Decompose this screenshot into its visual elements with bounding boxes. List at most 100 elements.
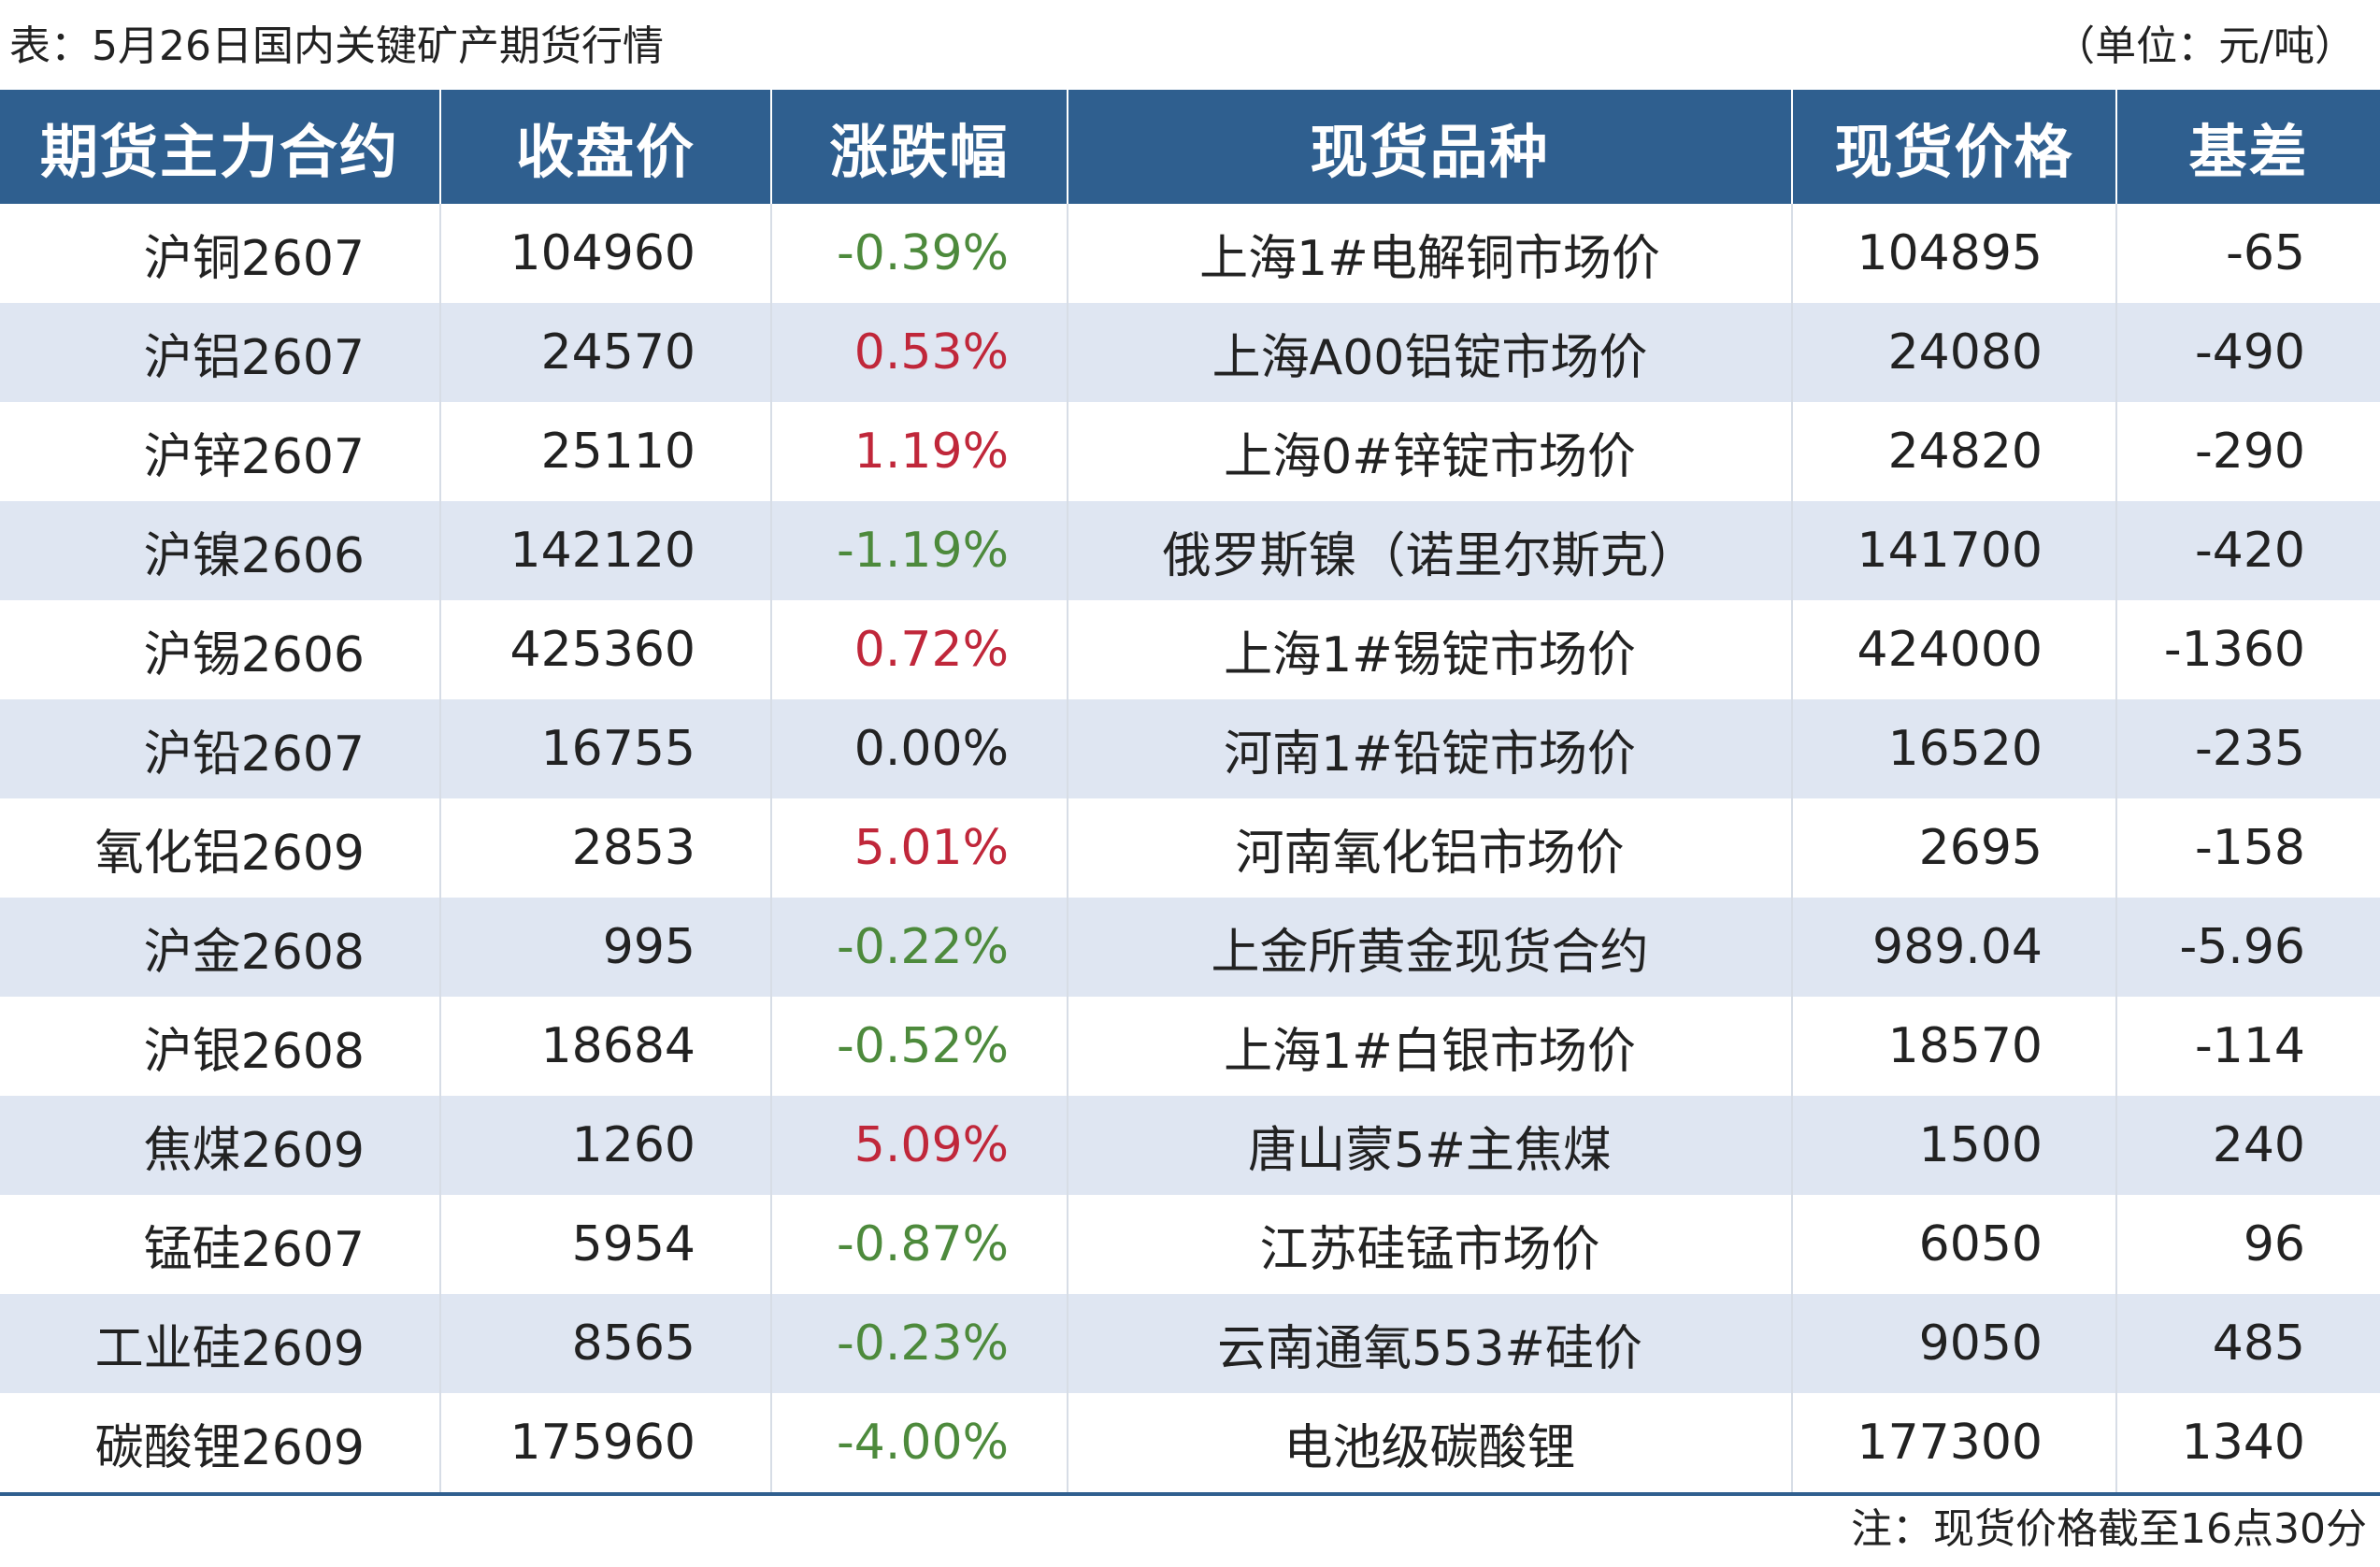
header-contract: 期货主力合约: [0, 90, 441, 204]
cell-spot-price: 104895: [1792, 204, 2117, 303]
cell-contract: 沪金2608: [0, 898, 441, 997]
cell-spot-name: 上海1#白银市场价: [1068, 997, 1793, 1096]
header-basis: 基差: [2116, 90, 2380, 204]
cell-contract: 沪铝2607: [0, 303, 441, 402]
cell-close-price: 104960: [440, 204, 772, 303]
cell-basis: 1340: [2116, 1393, 2380, 1492]
cell-contract: 碳酸锂2609: [0, 1393, 441, 1492]
cell-change: -0.22%: [771, 898, 1068, 997]
cell-contract: 沪锌2607: [0, 402, 441, 501]
cell-spot-price: 989.04: [1792, 898, 2117, 997]
table-row: 沪铝2607 24570 0.53% 上海A00铝锭市场价 24080 -490: [0, 303, 2380, 402]
cell-contract: 沪铜2607: [0, 204, 441, 303]
table-row: 碳酸锂2609 175960 -4.00% 电池级碳酸锂 177300 1340: [0, 1393, 2380, 1492]
cell-spot-price: 2695: [1792, 798, 2117, 898]
cell-close-price: 175960: [440, 1393, 772, 1492]
table-caption: 表：5月26日国内关键矿产期货行情 （单位：元/吨）: [0, 0, 2380, 90]
cell-spot-price: 18570: [1792, 997, 2117, 1096]
cell-close-price: 995: [440, 898, 772, 997]
header-row: 期货主力合约 收盘价 涨跌幅 现货品种 现货价格 基差: [0, 90, 2380, 204]
table-row: 氧化铝2609 2853 5.01% 河南氧化铝市场价 2695 -158: [0, 798, 2380, 898]
cell-spot-price: 1500: [1792, 1096, 2117, 1195]
cell-basis: -235: [2116, 699, 2380, 798]
table-row: 沪铜2607 104960 -0.39% 上海1#电解铜市场价 104895 -65: [0, 204, 2380, 303]
table-row: 沪金2608 995 -0.22% 上金所黄金现货合约 989.04 -5.96: [0, 898, 2380, 997]
cell-spot-name: 上海1#锡锭市场价: [1068, 600, 1793, 699]
cell-change: -4.00%: [771, 1393, 1068, 1492]
cell-basis: -158: [2116, 798, 2380, 898]
cell-contract: 沪锡2606: [0, 600, 441, 699]
header-spot-name: 现货品种: [1068, 90, 1793, 204]
cell-spot-price: 9050: [1792, 1294, 2117, 1393]
cell-contract: 焦煤2609: [0, 1096, 441, 1195]
footnote: 注：现货价格截至16点30分: [1851, 1505, 2367, 1553]
cell-basis: -290: [2116, 402, 2380, 501]
cell-basis: -65: [2116, 204, 2380, 303]
cell-spot-name: 电池级碳酸锂: [1068, 1393, 1793, 1492]
cell-spot-price: 6050: [1792, 1195, 2117, 1294]
cell-basis: -420: [2116, 501, 2380, 600]
cell-close-price: 425360: [440, 600, 772, 699]
cell-close-price: 8565: [440, 1294, 772, 1393]
table-row: 锰硅2607 5954 -0.87% 江苏硅锰市场价 6050 96: [0, 1195, 2380, 1294]
unit-label: （单位：元/吨）: [2054, 22, 2356, 70]
table-row: 沪锡2606 425360 0.72% 上海1#锡锭市场价 424000 -1360: [0, 600, 2380, 699]
cell-change: -0.39%: [771, 204, 1068, 303]
cell-spot-name: 俄罗斯镍（诺里尔斯克）: [1068, 501, 1793, 600]
cell-change: 0.72%: [771, 600, 1068, 699]
header-close-price: 收盘价: [440, 90, 772, 204]
cell-spot-name: 云南通氧553#硅价: [1068, 1294, 1793, 1393]
cell-spot-price: 24080: [1792, 303, 2117, 402]
cell-contract: 氧化铝2609: [0, 798, 441, 898]
futures-quote-table: 期货主力合约 收盘价 涨跌幅 现货品种 现货价格 基差 沪铜2607 104960…: [0, 90, 2380, 1492]
cell-spot-name: 河南氧化铝市场价: [1068, 798, 1793, 898]
cell-spot-name: 唐山蒙5#主焦煤: [1068, 1096, 1793, 1195]
cell-close-price: 142120: [440, 501, 772, 600]
table-row: 沪银2608 18684 -0.52% 上海1#白银市场价 18570 -114: [0, 997, 2380, 1096]
cell-basis: 96: [2116, 1195, 2380, 1294]
cell-close-price: 2853: [440, 798, 772, 898]
header-spot-price: 现货价格: [1792, 90, 2117, 204]
cell-close-price: 5954: [440, 1195, 772, 1294]
table-body: 沪铜2607 104960 -0.39% 上海1#电解铜市场价 104895 -65 沪铝2…: [0, 204, 2380, 1492]
cell-change: 5.01%: [771, 798, 1068, 898]
cell-spot-name: 上金所黄金现货合约: [1068, 898, 1793, 997]
cell-close-price: 24570: [440, 303, 772, 402]
cell-close-price: 18684: [440, 997, 772, 1096]
cell-spot-name: 上海0#锌锭市场价: [1068, 402, 1793, 501]
table-row: 焦煤2609 1260 5.09% 唐山蒙5#主焦煤 1500 240: [0, 1096, 2380, 1195]
cell-change: -1.19%: [771, 501, 1068, 600]
cell-change: -0.23%: [771, 1294, 1068, 1393]
cell-basis: -490: [2116, 303, 2380, 402]
cell-basis: 240: [2116, 1096, 2380, 1195]
cell-basis: -5.96: [2116, 898, 2380, 997]
cell-spot-price: 424000: [1792, 600, 2117, 699]
cell-basis: -114: [2116, 997, 2380, 1096]
table-row: 沪锌2607 25110 1.19% 上海0#锌锭市场价 24820 -290: [0, 402, 2380, 501]
cell-change: 0.53%: [771, 303, 1068, 402]
table-row: 沪铅2607 16755 0.00% 河南1#铅锭市场价 16520 -235: [0, 699, 2380, 798]
cell-spot-name: 上海A00铝锭市场价: [1068, 303, 1793, 402]
cell-change: 1.19%: [771, 402, 1068, 501]
cell-contract: 工业硅2609: [0, 1294, 441, 1393]
cell-contract: 沪镍2606: [0, 501, 441, 600]
cell-spot-price: 24820: [1792, 402, 2117, 501]
cell-contract: 沪铅2607: [0, 699, 441, 798]
cell-contract: 沪银2608: [0, 997, 441, 1096]
cell-change: 0.00%: [771, 699, 1068, 798]
cell-basis: -1360: [2116, 600, 2380, 699]
cell-change: -0.52%: [771, 997, 1068, 1096]
cell-spot-price: 177300: [1792, 1393, 2117, 1492]
cell-spot-price: 16520: [1792, 699, 2117, 798]
table-row: 沪镍2606 142120 -1.19% 俄罗斯镍（诺里尔斯克） 141700 -420: [0, 501, 2380, 600]
table-header: 期货主力合约 收盘价 涨跌幅 现货品种 现货价格 基差: [0, 90, 2380, 204]
cell-change: 5.09%: [771, 1096, 1068, 1195]
cell-spot-name: 上海1#电解铜市场价: [1068, 204, 1793, 303]
cell-close-price: 16755: [440, 699, 772, 798]
bottom-rule: [0, 1492, 2380, 1496]
header-change: 涨跌幅: [771, 90, 1068, 204]
cell-close-price: 25110: [440, 402, 772, 501]
cell-spot-price: 141700: [1792, 501, 2117, 600]
cell-contract: 锰硅2607: [0, 1195, 441, 1294]
cell-spot-name: 河南1#铅锭市场价: [1068, 699, 1793, 798]
